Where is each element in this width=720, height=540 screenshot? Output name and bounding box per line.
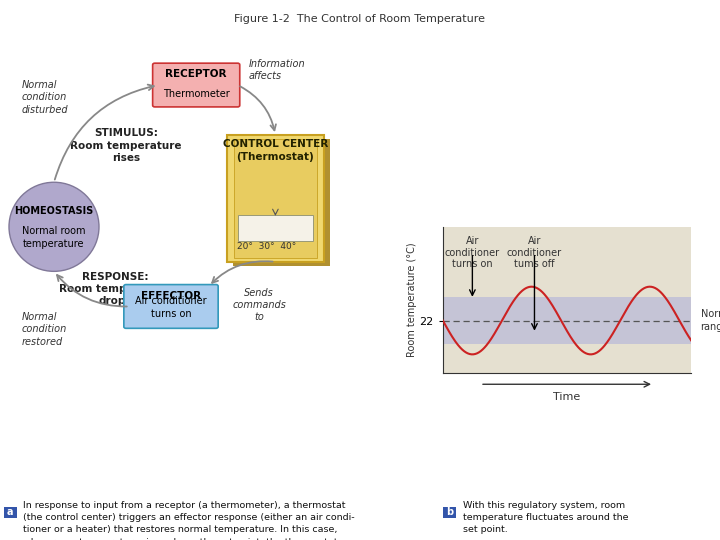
Text: Normal
condition
disturbed: Normal condition disturbed — [22, 80, 68, 114]
Text: Air conditioner
turns on: Air conditioner turns on — [135, 296, 207, 319]
FancyBboxPatch shape — [153, 63, 240, 107]
Text: In response to input from a receptor (a thermometer), a thermostat
(the control : In response to input from a receptor (a … — [23, 501, 355, 540]
Y-axis label: Room temperature (°C): Room temperature (°C) — [407, 242, 417, 357]
Text: Time: Time — [554, 392, 580, 402]
FancyBboxPatch shape — [124, 285, 218, 328]
Text: 20°  30°  40°: 20° 30° 40° — [237, 242, 296, 252]
Text: Thermometer: Thermometer — [163, 89, 230, 99]
Text: Information
affects: Information affects — [248, 59, 305, 82]
Text: RESPONSE:
Room temperature
drops: RESPONSE: Room temperature drops — [60, 272, 171, 306]
Bar — [227, 135, 324, 262]
Bar — [234, 139, 317, 258]
Text: Sends
commands
to: Sends commands to — [233, 288, 286, 322]
FancyBboxPatch shape — [4, 507, 17, 518]
Ellipse shape — [9, 183, 99, 271]
Text: Normal room
temperature: Normal room temperature — [22, 226, 86, 249]
Bar — [233, 139, 330, 266]
Bar — [443, 297, 691, 344]
Text: Normal
range: Normal range — [701, 309, 720, 332]
FancyBboxPatch shape — [443, 507, 456, 518]
Text: CONTROL CENTER
(Thermostat): CONTROL CENTER (Thermostat) — [222, 139, 328, 161]
Text: STIMULUS:
Room temperature
rises: STIMULUS: Room temperature rises — [71, 129, 181, 163]
Text: With this regulatory system, room
temperature fluctuates around the
set point.: With this regulatory system, room temper… — [463, 501, 629, 535]
Text: RECEPTOR: RECEPTOR — [166, 69, 227, 79]
Text: a: a — [6, 508, 14, 517]
Text: Normal
condition
restored: Normal condition restored — [22, 312, 67, 347]
Text: HOMEOSTASIS: HOMEOSTASIS — [14, 206, 94, 215]
Bar — [238, 215, 313, 241]
Text: Air
conditioner
tums off: Air conditioner tums off — [507, 236, 562, 269]
Text: Air
conditioner
turns on: Air conditioner turns on — [445, 236, 500, 269]
Text: Figure 1-2  The Control of Room Temperature: Figure 1-2 The Control of Room Temperatu… — [235, 14, 485, 24]
Text: b: b — [446, 508, 453, 517]
Text: EFFECTOR: EFFECTOR — [141, 291, 201, 301]
